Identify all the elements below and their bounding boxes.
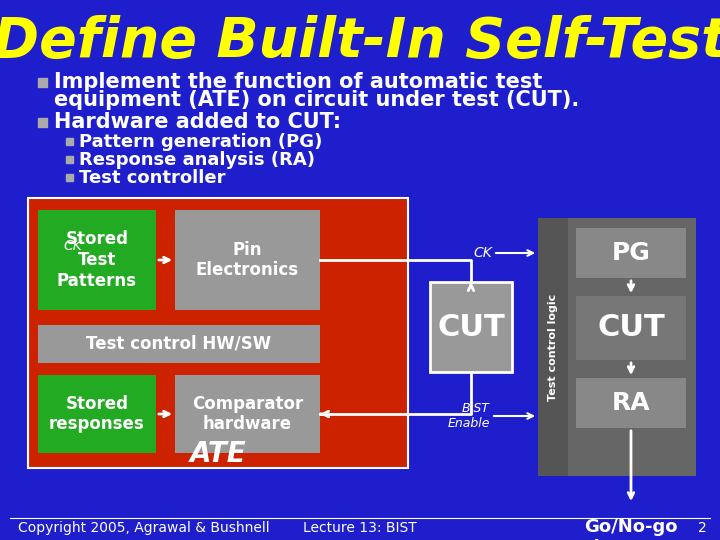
Bar — [66, 156, 73, 163]
Text: CUT: CUT — [597, 314, 665, 342]
Bar — [28, 198, 408, 468]
Text: Response analysis (RA): Response analysis (RA) — [79, 151, 315, 169]
Bar — [576, 296, 686, 360]
Bar — [66, 138, 73, 145]
Text: 2: 2 — [698, 521, 706, 535]
Bar — [175, 210, 320, 310]
Bar — [66, 174, 73, 181]
Text: Stored
responses: Stored responses — [49, 395, 145, 434]
Bar — [38, 118, 47, 127]
Bar — [538, 218, 696, 476]
Text: Define Built-In Self-Test: Define Built-In Self-Test — [0, 15, 720, 69]
Text: CK: CK — [473, 246, 492, 260]
Text: Go/No-go
signature: Go/No-go signature — [582, 518, 680, 540]
Text: Test controller: Test controller — [79, 169, 225, 187]
Text: BIST
Enable: BIST Enable — [448, 402, 490, 430]
Text: PG: PG — [611, 241, 650, 265]
Bar — [38, 325, 320, 363]
Text: Lecture 13: BIST: Lecture 13: BIST — [303, 521, 417, 535]
Text: RA: RA — [612, 391, 650, 415]
Text: Test control HW/SW: Test control HW/SW — [86, 335, 271, 353]
Text: CUT: CUT — [437, 313, 505, 341]
Text: equipment (ATE) on circuit under test (CUT).: equipment (ATE) on circuit under test (C… — [54, 90, 580, 110]
Text: Comparator
hardware: Comparator hardware — [192, 395, 303, 434]
Bar — [576, 228, 686, 278]
Bar — [576, 378, 686, 428]
Text: Hardware added to CUT:: Hardware added to CUT: — [54, 112, 341, 132]
Text: Copyright 2005, Agrawal & Bushnell: Copyright 2005, Agrawal & Bushnell — [18, 521, 269, 535]
Bar — [538, 218, 568, 476]
Text: Pin
Electronics: Pin Electronics — [196, 241, 299, 279]
Text: Test control logic: Test control logic — [548, 293, 558, 401]
Bar — [175, 375, 320, 453]
Bar — [38, 78, 47, 87]
Text: Implement the function of automatic test: Implement the function of automatic test — [54, 72, 542, 92]
Bar — [430, 282, 512, 372]
Bar — [38, 375, 156, 453]
Text: Pattern generation (PG): Pattern generation (PG) — [79, 133, 323, 151]
Text: CK: CK — [63, 239, 82, 253]
Text: ATE: ATE — [189, 440, 246, 468]
Bar — [38, 210, 156, 310]
Text: Stored
Test
Patterns: Stored Test Patterns — [57, 230, 137, 290]
